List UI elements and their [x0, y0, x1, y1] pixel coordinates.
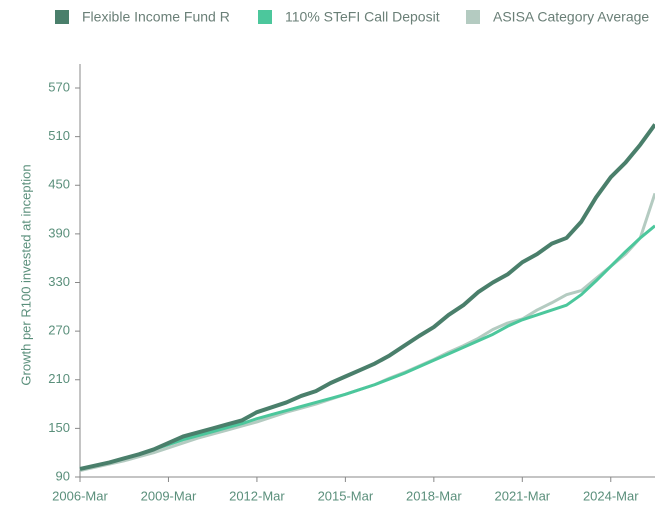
x-tick-label: 2018-Mar — [406, 488, 462, 503]
x-tick-label: 2015-Mar — [318, 488, 374, 503]
x-tick-label: 2006-Mar — [52, 488, 108, 503]
y-axis-label: Growth per R100 invested at inception — [18, 164, 33, 385]
y-tick-label: 270 — [48, 323, 70, 338]
y-tick-label: 510 — [48, 128, 70, 143]
series-line — [79, 224, 655, 471]
legend-label: 110% STeFI Call Deposit — [285, 9, 440, 25]
legend-swatch — [466, 10, 480, 24]
y-tick-label: 390 — [48, 225, 70, 240]
y-tick-label: 330 — [48, 274, 70, 289]
y-tick-label: 450 — [48, 177, 70, 192]
legend-swatch — [55, 10, 69, 24]
y-tick-label: 570 — [48, 79, 70, 94]
series-line — [79, 123, 655, 471]
legend-label: Flexible Income Fund R — [82, 9, 230, 25]
x-tick-label: 2021-Mar — [494, 488, 550, 503]
y-tick-label: 210 — [48, 371, 70, 386]
y-tick-label: 150 — [48, 420, 70, 435]
x-tick-label: 2009-Mar — [141, 488, 197, 503]
legend-swatch — [258, 10, 272, 24]
legend-label: ASISA Category Average — [493, 9, 649, 25]
x-tick-label: 2012-Mar — [229, 488, 285, 503]
x-tick-label: 2024-Mar — [583, 488, 639, 503]
y-tick-label: 90 — [56, 468, 70, 483]
